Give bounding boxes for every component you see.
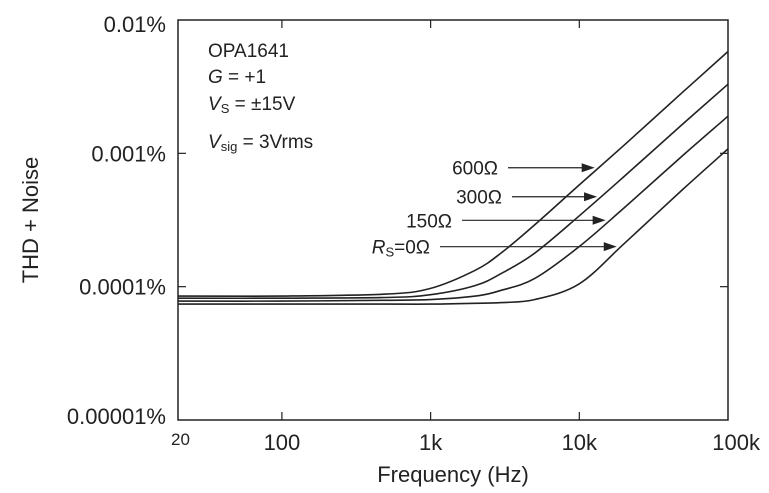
series-line: [178, 148, 729, 305]
y-tick-label: 0.00001%: [67, 404, 166, 429]
y-axis-title: THD + Noise: [18, 157, 43, 284]
series-line: [177, 83, 729, 300]
arrowhead: [592, 215, 606, 225]
series-label-rs: RS=0Ω: [372, 238, 430, 260]
x-tick-label: 1k: [419, 430, 443, 455]
series-line: [177, 115, 729, 302]
x-tick-label: 100k: [712, 430, 761, 455]
x-tick-label: 100: [264, 430, 301, 455]
series-label: 600Ω: [452, 159, 498, 180]
series-lines: [177, 50, 729, 305]
x-tick-label: 10k: [562, 430, 598, 455]
supply-line: VS = ±15V: [208, 94, 296, 116]
arrowhead: [581, 163, 595, 173]
y-tick-label: 0.001%: [91, 141, 166, 166]
series-line: [177, 50, 729, 298]
x-tick-label: 20: [171, 430, 190, 449]
gain-line: G = +1: [208, 67, 266, 88]
series-label: 150Ω: [406, 211, 452, 232]
y-tick-label: 0.0001%: [79, 275, 166, 300]
axis-ticks: [178, 20, 728, 420]
x-axis-title: Frequency (Hz): [377, 462, 529, 487]
device-name: OPA1641: [208, 41, 289, 62]
series-label: 300Ω: [456, 188, 502, 209]
arrowhead: [603, 242, 617, 252]
arrowhead: [584, 192, 598, 202]
signal-line: Vsig = 3Vrms: [208, 132, 313, 154]
plot-frame: [177, 19, 729, 421]
y-tick-label: 0.01%: [104, 12, 166, 37]
info-box: OPA1641 G = +1 VS = ±15V Vsig = 3Vrms: [208, 41, 313, 154]
tick-labels: 20 100 1k 10k 100k 0.01% 0.001% 0.0001% 0.00001%: [67, 12, 761, 455]
